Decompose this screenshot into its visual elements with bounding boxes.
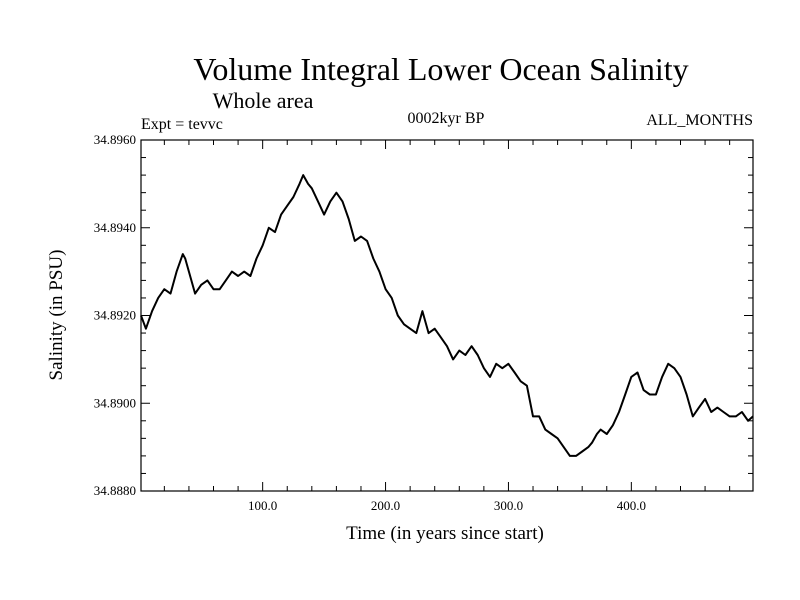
experiment-label: Expt = tevvc — [141, 116, 223, 133]
x-tick-label: 400.0 — [617, 498, 646, 513]
y-tick-label: 34.8900 — [94, 395, 136, 410]
y-axis-label: Salinity (in PSU) — [46, 250, 67, 381]
plot-frame — [140, 139, 754, 492]
y-tick-label: 34.8940 — [94, 220, 136, 235]
chart-title: Volume Integral Lower Ocean Salinity — [193, 51, 688, 87]
x-tick-label: 100.0 — [248, 498, 277, 513]
x-tick-label: 200.0 — [371, 498, 400, 513]
x-axis-ticks: 100.0 200.0 300.0 400.0 — [163, 140, 731, 513]
y-tick-label: 34.8960 — [94, 132, 136, 147]
chart-subtitle: Whole area — [213, 88, 314, 113]
salinity-series-line — [140, 174, 754, 457]
x-tick-label: 300.0 — [494, 498, 523, 513]
y-tick-label: 34.8880 — [94, 483, 136, 498]
y-tick-label: 34.8920 — [94, 308, 136, 323]
x-axis-label: Time (in years since start) — [346, 523, 544, 544]
period-label: 0002kyr BP — [408, 110, 485, 127]
series-layer — [140, 174, 754, 457]
months-label: ALL_MONTHS — [646, 112, 753, 129]
y-axis-ticks: 34.8880 34.8900 34.8920 34.8940 34.8960 — [94, 132, 753, 498]
